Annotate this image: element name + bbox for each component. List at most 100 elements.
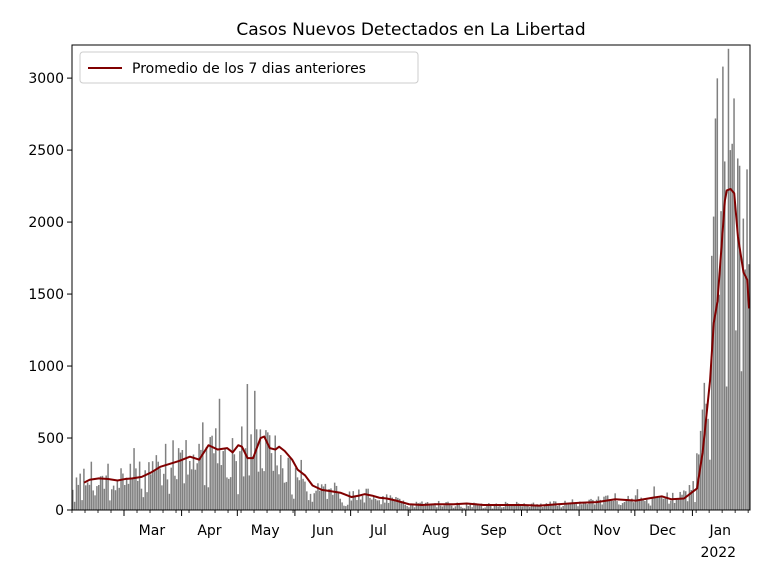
bar [179, 452, 182, 510]
bar [491, 508, 494, 510]
x-axis: Mar Apr May Jun Jul Aug Sep Oct Nov Dec Jan 2022 [71, 510, 749, 561]
bar [608, 499, 611, 510]
bar [452, 507, 455, 510]
bar [547, 505, 550, 510]
bar [528, 507, 531, 510]
series-line-rolling-average [83, 187, 751, 507]
bar [471, 507, 473, 510]
bar [649, 505, 652, 510]
bar [151, 461, 154, 510]
bar [543, 505, 546, 510]
bar [181, 449, 184, 510]
bar [566, 503, 568, 510]
bar [742, 218, 745, 510]
bar [647, 503, 650, 510]
bar [319, 490, 321, 510]
bar [207, 487, 210, 510]
bar [376, 500, 379, 510]
bar [289, 457, 291, 510]
bar [720, 211, 722, 511]
bar [185, 440, 187, 510]
bar [190, 469, 193, 510]
bar [744, 269, 746, 510]
bar [746, 169, 748, 511]
bar [311, 501, 314, 510]
bar [164, 443, 167, 510]
x-tick-label: Mar [139, 523, 166, 539]
bar [142, 497, 145, 510]
bar [657, 497, 659, 510]
bar [129, 463, 132, 510]
bar [710, 255, 713, 510]
bar [194, 469, 197, 510]
y-tick-label: 3000 [28, 71, 64, 87]
bar [192, 454, 195, 510]
bar [606, 495, 609, 510]
bar [463, 508, 466, 510]
bar [148, 462, 150, 510]
bar [92, 490, 94, 510]
bar [512, 505, 514, 510]
bar [304, 481, 306, 510]
bar [541, 507, 544, 510]
bar [462, 507, 464, 510]
bar [534, 505, 537, 510]
bar [603, 496, 605, 510]
bar [358, 489, 360, 510]
bar [263, 471, 265, 510]
bar [413, 507, 416, 510]
bar [508, 504, 511, 510]
bar [99, 476, 102, 510]
bar [135, 468, 137, 510]
bar [690, 489, 693, 510]
bar [276, 465, 278, 510]
bar [320, 484, 323, 510]
bar [337, 493, 340, 510]
bar [618, 504, 620, 510]
bar [737, 158, 739, 510]
bar [75, 477, 78, 510]
bar [228, 478, 230, 510]
bar [514, 504, 516, 510]
bar [748, 264, 750, 510]
bar [118, 487, 120, 510]
bar [486, 503, 488, 510]
bar [482, 508, 485, 510]
bar [642, 499, 644, 510]
bar [523, 503, 525, 510]
bar [445, 502, 447, 510]
x-tick-sublabel: 2022 [700, 545, 736, 561]
bar [727, 48, 730, 510]
bar [493, 503, 496, 510]
bar [655, 497, 657, 510]
bar [103, 488, 106, 510]
bar [200, 449, 202, 510]
bar [738, 165, 741, 510]
bar [447, 501, 449, 510]
bar [345, 506, 347, 510]
bar [254, 390, 256, 510]
bar [605, 495, 607, 510]
bar [408, 507, 410, 510]
bar [616, 501, 618, 510]
bar [367, 488, 369, 510]
bar [645, 499, 648, 510]
bar [369, 497, 371, 510]
bar [593, 504, 596, 510]
bar [146, 492, 148, 510]
bar [450, 505, 453, 510]
bar [365, 488, 367, 510]
bar [101, 475, 104, 510]
y-tick-label: 1500 [28, 287, 64, 303]
bar [556, 506, 559, 510]
bar [456, 502, 459, 510]
bar [330, 488, 332, 510]
bar [335, 485, 338, 510]
bar [224, 447, 226, 510]
bar [213, 453, 215, 510]
bar [419, 502, 421, 510]
bar [525, 505, 527, 510]
bar [363, 502, 366, 510]
bar [597, 496, 600, 510]
bar [285, 481, 288, 510]
